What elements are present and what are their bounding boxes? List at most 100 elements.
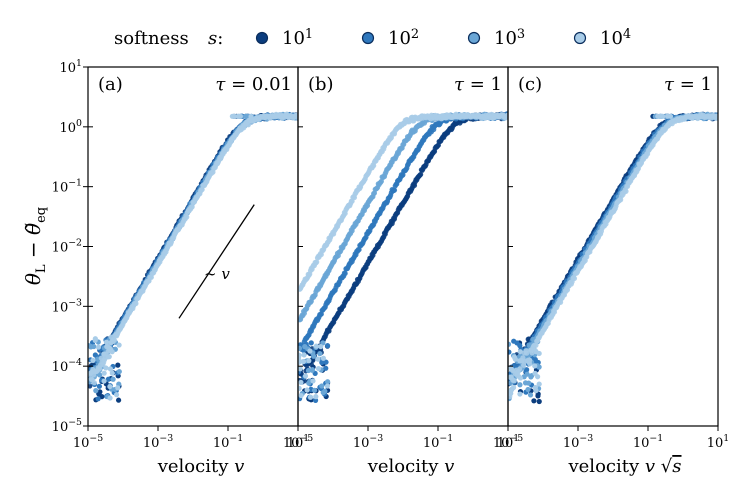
legend-marker	[361, 31, 375, 45]
scatter-points	[298, 111, 508, 403]
data-point	[115, 397, 122, 403]
data-point	[317, 351, 323, 357]
data-point	[514, 370, 521, 376]
data-point	[505, 112, 508, 118]
data-point	[525, 386, 531, 393]
data-point	[311, 353, 317, 359]
x-tick-label: 10−1	[633, 433, 663, 451]
data-point	[521, 362, 527, 368]
data-point	[522, 380, 529, 386]
data-point	[113, 392, 120, 398]
data-point	[318, 251, 324, 258]
data-point	[320, 355, 326, 361]
panel-tag: (c)	[518, 74, 542, 95]
legend-label: softness	[114, 28, 189, 49]
data-point	[231, 113, 237, 119]
y-tick-label: 10−3	[52, 297, 82, 315]
data-point	[89, 369, 95, 375]
data-point	[320, 389, 326, 396]
legend-marker	[255, 31, 269, 45]
y-tick-label: 101	[60, 58, 83, 76]
data-point	[106, 345, 113, 351]
data-point	[298, 379, 304, 386]
data-point	[508, 389, 513, 395]
data-point	[116, 368, 122, 375]
data-point	[92, 336, 98, 342]
data-point	[307, 348, 313, 354]
data-point	[105, 376, 111, 382]
x-tick-label: 101	[287, 433, 310, 451]
y-tick-label: 10−1	[52, 178, 82, 196]
data-point	[310, 378, 316, 384]
data-point	[535, 393, 541, 399]
data-point	[101, 351, 107, 357]
data-point	[101, 378, 107, 384]
data-point	[115, 362, 121, 368]
data-point	[315, 356, 321, 362]
data-point	[93, 388, 99, 394]
x-axis-label: velocity v √s	[567, 456, 681, 477]
data-point	[315, 365, 322, 372]
data-point	[517, 382, 523, 388]
data-point	[306, 358, 312, 364]
data-point	[97, 389, 103, 395]
data-point	[517, 358, 523, 364]
data-point	[536, 398, 542, 405]
scatter-points	[508, 111, 718, 405]
data-point	[237, 113, 243, 119]
data-point	[295, 114, 298, 120]
data-point	[524, 350, 530, 356]
x-tick-label: 101	[497, 433, 520, 451]
x-tick-label: 101	[707, 433, 730, 451]
data-point	[109, 370, 115, 376]
data-point	[105, 354, 111, 360]
y-tick-label: 10−4	[52, 357, 82, 375]
x-tick-label: 10−5	[493, 433, 523, 451]
data-point	[508, 365, 514, 371]
data-point	[531, 398, 537, 404]
data-point	[107, 366, 114, 372]
data-point	[309, 367, 315, 373]
data-point	[92, 352, 98, 358]
data-point	[536, 381, 542, 387]
data-point	[535, 374, 541, 380]
data-point	[96, 383, 102, 389]
data-point	[90, 357, 96, 363]
data-point	[311, 387, 318, 393]
slope-annotation: ∼ v	[204, 265, 230, 283]
data-point	[107, 395, 113, 401]
data-point	[248, 113, 254, 119]
data-point	[313, 343, 319, 349]
y-tick-label: 10−5	[52, 417, 82, 435]
data-point	[306, 380, 312, 386]
data-point	[298, 366, 303, 372]
y-tick-label: 100	[60, 118, 83, 136]
data-point	[325, 379, 331, 385]
legend-entry-label: 102	[388, 27, 419, 49]
data-point	[298, 345, 303, 351]
data-point	[302, 373, 309, 379]
data-point	[314, 259, 320, 265]
x-axis-label: velocity v	[157, 456, 245, 477]
legend-symbol: s:	[208, 28, 223, 49]
data-point	[318, 343, 324, 350]
data-point	[517, 375, 524, 381]
data-point	[324, 383, 331, 389]
data-point	[95, 396, 101, 402]
data-point	[517, 391, 523, 397]
panel-tau-label: τ = 0.01	[215, 74, 292, 95]
data-point	[533, 342, 539, 348]
data-point	[110, 376, 116, 382]
data-point	[313, 394, 319, 400]
data-point	[88, 383, 93, 389]
data-point	[455, 113, 461, 119]
data-point	[342, 270, 348, 277]
data-point	[511, 378, 517, 384]
x-tick-label: 10−5	[283, 433, 313, 451]
data-point	[512, 356, 518, 362]
legend-marker	[467, 31, 481, 45]
data-point	[323, 365, 329, 371]
data-point	[307, 394, 314, 400]
legend-entry-label: 104	[600, 27, 631, 49]
x-tick-label: 10−3	[353, 433, 383, 451]
